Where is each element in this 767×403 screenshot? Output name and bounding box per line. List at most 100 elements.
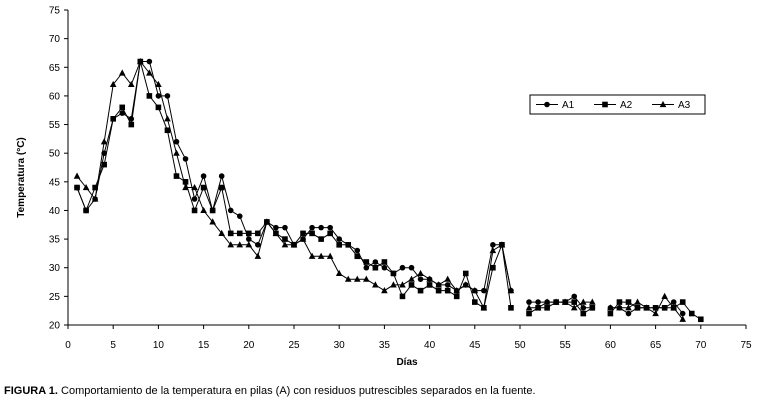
series-a1-point [201, 173, 207, 179]
y-tick-label: 20 [49, 321, 61, 332]
series-a1-point [526, 299, 532, 305]
y-tick-label: 40 [49, 206, 61, 217]
series-a2-point [210, 208, 216, 214]
series-a1-point [418, 276, 424, 282]
series-a1-point [228, 208, 234, 214]
series-a3-point [408, 276, 415, 282]
series-a3-point [652, 310, 659, 316]
series-a2-point [427, 282, 433, 288]
series-a1-point [680, 311, 686, 317]
series-a2-point [156, 105, 162, 111]
series-a3-point [589, 298, 596, 304]
legend-label-a2: A2 [620, 100, 633, 111]
series-a3-point [634, 298, 641, 304]
series-a2-point [336, 242, 342, 248]
series-a2-point [445, 288, 451, 294]
x-tick-label: 70 [695, 340, 707, 351]
series-a1-point [255, 242, 261, 248]
series-a2-point [110, 116, 116, 122]
series-a2-point [192, 208, 198, 214]
series-a2-point [508, 305, 514, 311]
x-tick-label: 75 [740, 340, 752, 351]
x-axis-label: Días [396, 357, 418, 368]
series-a1-point [671, 299, 677, 305]
series-a2-point [617, 299, 623, 305]
series-a1-point [183, 156, 189, 162]
series-a2-point [318, 236, 324, 242]
series-a1-point [354, 248, 360, 254]
series-a2-point [345, 242, 351, 248]
series-a1-point [571, 294, 577, 300]
series-a2-point [382, 259, 388, 265]
series-a2-point [373, 265, 379, 271]
series-a2-point [689, 311, 695, 317]
caption-text: Comportamiento de la temperatura en pila… [58, 385, 536, 397]
temperature-line-chart: 0 5 10 15 20 25 30 35 40 45 50 55 60 65 70 75 20 25 30 35 4… [0, 0, 767, 380]
axes [68, 10, 746, 325]
series-a2-point [174, 173, 180, 179]
figure-caption: FIGURA 1. Comportamiento de la temperatu… [4, 385, 536, 397]
x-axis-ticks: 0 5 10 15 20 25 30 35 40 45 50 55 60 65 70 75 [65, 325, 752, 351]
series-a3-point [354, 276, 361, 282]
series-a2-point [698, 316, 704, 322]
x-tick-label: 0 [65, 340, 71, 351]
y-tick-label: 45 [49, 177, 61, 188]
series-a2-point [409, 282, 415, 288]
series-a2-point [544, 305, 550, 311]
series-a1-point [580, 305, 586, 311]
series-a1-point [174, 139, 180, 145]
series-a3-point [345, 276, 352, 282]
series-a1-point [626, 311, 632, 317]
series-a3-point [164, 115, 171, 121]
series-a1-point [490, 242, 496, 248]
series-a3-point [444, 276, 451, 282]
caption-label: FIGURA 1. [4, 385, 58, 397]
series-a2-point [282, 236, 288, 242]
series-a2-point [246, 231, 252, 237]
series-a2-point [128, 122, 134, 128]
series-a3-point [309, 253, 316, 259]
series-a2-point [255, 231, 261, 237]
series-a3-point [200, 207, 207, 213]
series-a2-point [526, 311, 532, 317]
series-a3-point [490, 247, 497, 253]
series-a2-point [400, 294, 406, 300]
series-a2-point [119, 105, 125, 111]
y-tick-label: 65 [49, 63, 61, 74]
series-a2-point [391, 271, 397, 277]
series-a1-point [309, 225, 315, 231]
series-a2-point [463, 271, 469, 277]
series-a1-point [147, 59, 153, 65]
series-a2-point [74, 185, 80, 191]
series-a1-point [535, 299, 541, 305]
series-a2-line [77, 62, 511, 308]
series-a3-point [580, 298, 587, 304]
y-tick-label: 60 [49, 91, 61, 102]
series-a2-point [626, 299, 632, 305]
series-a2-point [571, 299, 577, 305]
series-a3-point [363, 276, 370, 282]
series-a1-point [156, 93, 162, 99]
series-a2-point [237, 231, 243, 237]
y-axis-label: Temperatura (°C) [16, 137, 27, 218]
series-a1-point [364, 265, 370, 271]
series-a1-point [219, 173, 225, 179]
y-tick-label: 50 [49, 149, 61, 160]
series-a2-point [309, 231, 315, 237]
series-a3-point [381, 287, 388, 293]
series-a1-point [165, 93, 171, 99]
series-a3-point [173, 150, 180, 156]
series-a2-point [201, 185, 207, 191]
series-a2-point [219, 185, 225, 191]
series-a2-point [83, 208, 89, 214]
series-a1-point [273, 225, 279, 231]
x-tick-label: 65 [650, 340, 662, 351]
x-tick-label: 40 [424, 340, 436, 351]
series-a2-point [436, 288, 442, 294]
series-a3-point [74, 172, 81, 178]
series-a1-point [246, 236, 252, 242]
x-tick-label: 15 [198, 340, 210, 351]
y-axis-ticks: 20 25 30 35 40 45 50 55 60 65 70 75 [49, 6, 68, 332]
series-a3-point [119, 69, 126, 75]
x-tick-label: 60 [605, 340, 617, 351]
